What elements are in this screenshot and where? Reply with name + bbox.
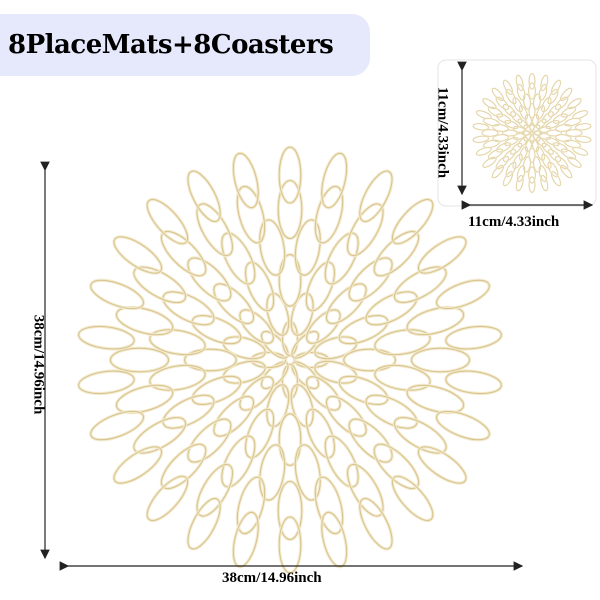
placemat-height-label: 38cm/14.96inch: [30, 314, 47, 415]
placemat-image: [77, 145, 503, 575]
coaster-width-label: 11cm/4.33inch: [468, 214, 560, 230]
placemat-width-label: 38cm/14.96inch: [222, 570, 322, 586]
title-banner: 8PlaceMats+8Coasters: [0, 14, 370, 76]
coaster-height-label: 11cm/4.33inch: [434, 86, 451, 179]
coaster-image: [472, 72, 592, 194]
title-text: 8PlaceMats+8Coasters: [8, 30, 334, 60]
